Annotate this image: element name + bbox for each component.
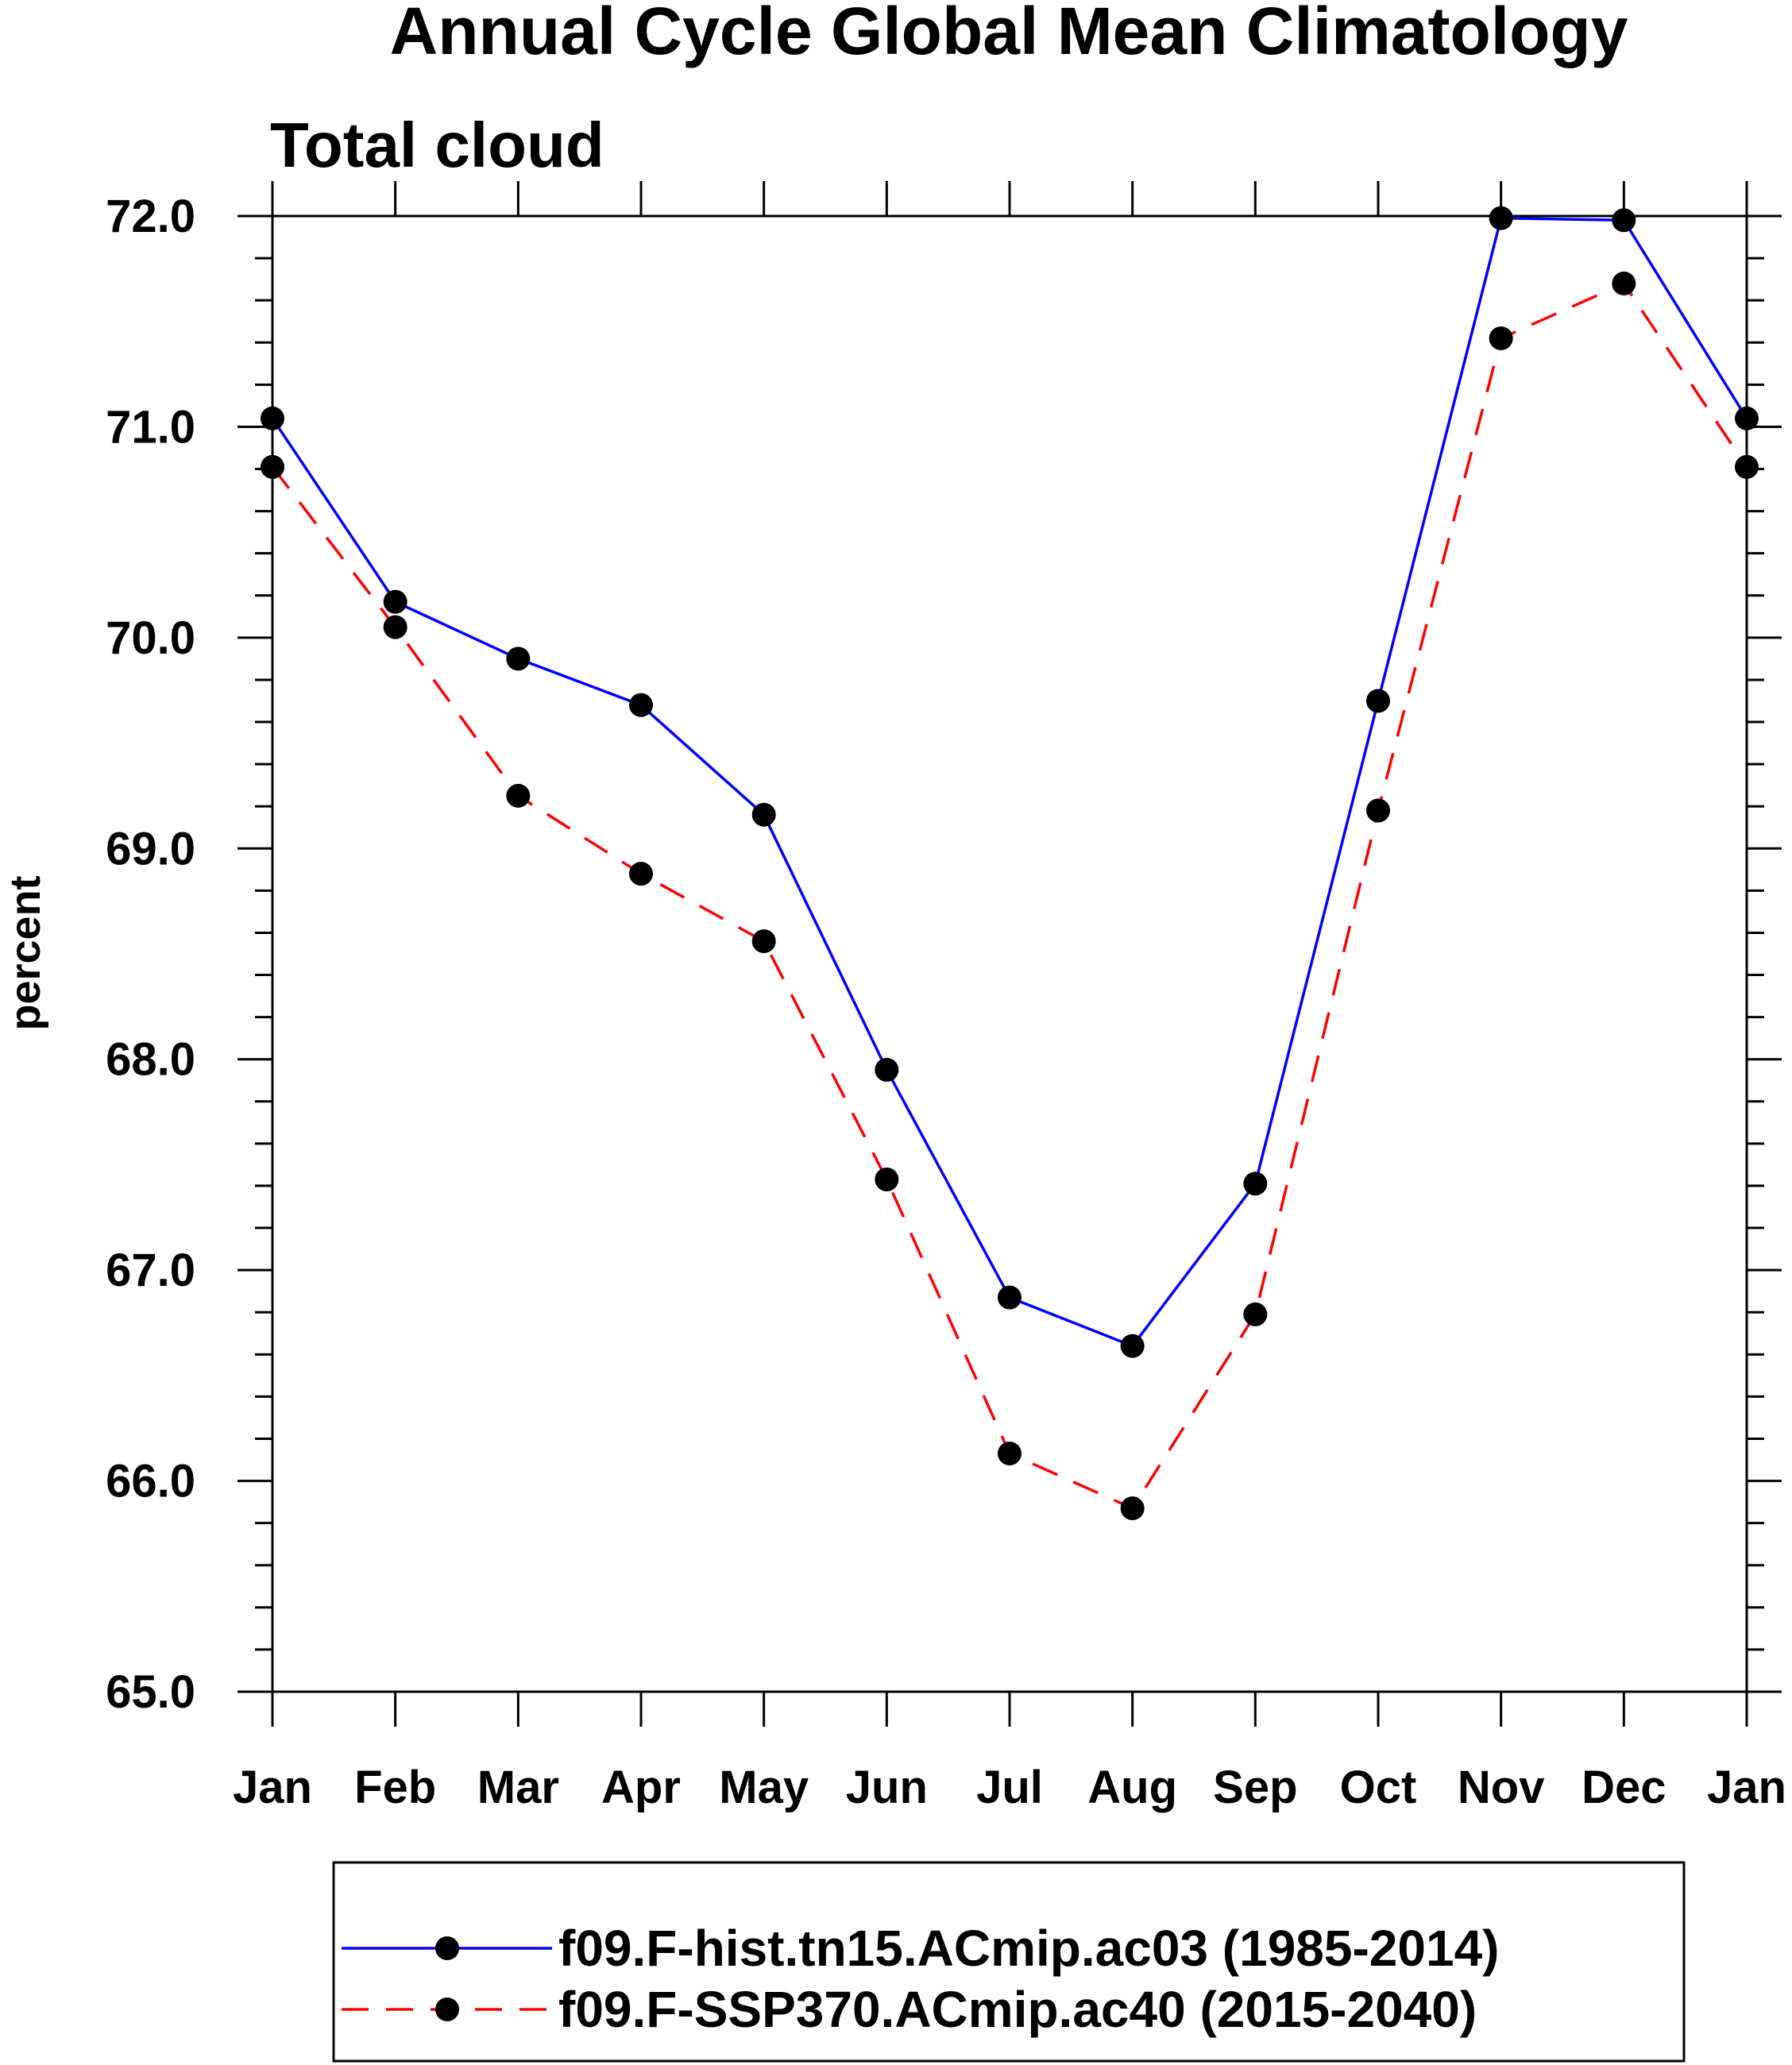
series-1-point bbox=[383, 589, 407, 614]
series-2-point bbox=[1120, 1496, 1145, 1521]
series-2-point bbox=[998, 1442, 1022, 1466]
legend-entries: f09.F-hist.tn15.ACmip.ac03 (1985-2014)f0… bbox=[342, 1920, 1499, 2038]
y-axis-label: percent bbox=[2, 875, 49, 1030]
series-line-1 bbox=[271, 216, 1748, 1348]
series-2-point bbox=[1612, 271, 1636, 295]
series-1-point bbox=[1489, 206, 1513, 230]
x-tick-label: Dec bbox=[1582, 1762, 1666, 1813]
series-2-point bbox=[1243, 1302, 1268, 1326]
y-tick-label: 68.0 bbox=[106, 1034, 195, 1086]
y-tick-labels: 65.0 66.0 67.0 68.0 69.0 70.0 71.0 72.0 bbox=[106, 191, 195, 1718]
series-1-point bbox=[506, 647, 531, 671]
series-1-point bbox=[1120, 1334, 1145, 1358]
x-tick-label: Aug bbox=[1087, 1762, 1177, 1813]
x-tick-label: Feb bbox=[354, 1762, 436, 1813]
x-tick-label: Jan bbox=[1707, 1762, 1786, 1813]
x-tick-label: Nov bbox=[1458, 1762, 1545, 1813]
y-tick-label: 72.0 bbox=[106, 191, 195, 242]
series-1-point bbox=[1612, 208, 1636, 233]
series-2-point bbox=[506, 783, 531, 808]
x-tick-label: Apr bbox=[601, 1762, 681, 1813]
y-tick-label: 65.0 bbox=[106, 1666, 195, 1718]
series-line-2 bbox=[271, 281, 1748, 1511]
y-tick-label: 70.0 bbox=[106, 612, 195, 664]
series-1-point bbox=[1366, 689, 1390, 713]
x-tick-label: Sep bbox=[1213, 1762, 1297, 1813]
series-2-point bbox=[1489, 326, 1513, 350]
x-tick-label: Oct bbox=[1340, 1762, 1417, 1813]
series-2-point bbox=[383, 615, 407, 639]
x-tick-label: Mar bbox=[477, 1762, 559, 1813]
axis-ticks bbox=[238, 181, 1782, 1727]
y-tick-label: 71.0 bbox=[106, 401, 195, 453]
y-tick-label: 69.0 bbox=[106, 823, 195, 874]
series-group bbox=[261, 206, 1759, 1521]
series-2-point bbox=[751, 929, 776, 954]
x-tick-label: Jun bbox=[846, 1762, 928, 1813]
series-2-point bbox=[629, 862, 653, 886]
x-tick-label: May bbox=[719, 1762, 809, 1813]
legend-box bbox=[332, 1861, 1686, 2063]
series-1-point bbox=[875, 1057, 899, 1082]
chart-title: Annual Cycle Global Mean Climatology bbox=[390, 0, 1628, 68]
series-2-point bbox=[875, 1168, 899, 1192]
x-tick-label: Jan bbox=[233, 1762, 312, 1813]
legend-marker-2 bbox=[435, 1997, 459, 2021]
x-tick-labels: Jan Feb Mar Apr May Jun Jul Aug Sep Oct Nov Dec Jan bbox=[233, 1762, 1786, 1813]
y-tick-label: 67.0 bbox=[106, 1245, 195, 1296]
series-1-point bbox=[751, 802, 776, 827]
series-1-point bbox=[998, 1285, 1022, 1310]
legend-marker-1 bbox=[435, 1936, 459, 1960]
series-1-point bbox=[629, 693, 653, 717]
legend-label-1: f09.F-hist.tn15.ACmip.ac03 (1985-2014) bbox=[558, 1920, 1499, 1977]
legend-label-2: f09.F-SSP370.ACmip.ac40 (2015-2040) bbox=[558, 1981, 1477, 2038]
series-2-point bbox=[1366, 798, 1390, 823]
x-tick-label: Jul bbox=[976, 1762, 1043, 1813]
series-1-point bbox=[1243, 1171, 1268, 1196]
legend: f09.F-hist.tn15.ACmip.ac03 (1985-2014)f0… bbox=[332, 1861, 1686, 2063]
plot-frame bbox=[271, 214, 1748, 1693]
y-tick-label: 66.0 bbox=[106, 1456, 195, 1507]
chart-subtitle: Total cloud bbox=[270, 110, 604, 180]
